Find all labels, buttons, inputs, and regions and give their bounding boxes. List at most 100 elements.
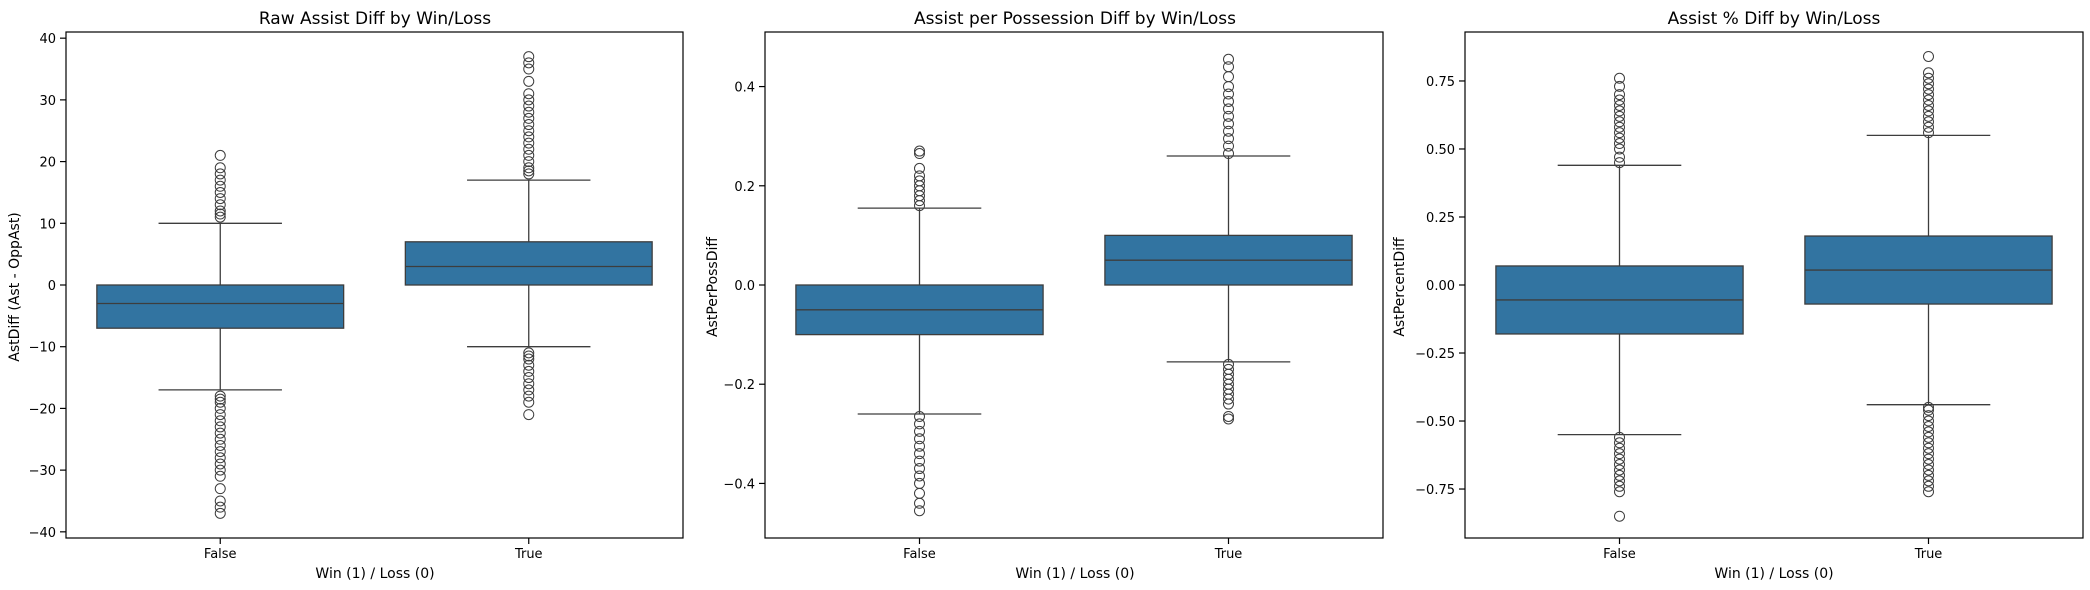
outlier-point <box>214 393 226 405</box>
y-tick-label: 0.0 <box>734 279 755 294</box>
outlier-point <box>523 112 535 124</box>
outlier-point <box>1923 426 1934 438</box>
outlier-point <box>914 455 925 467</box>
outlier-point <box>1923 415 1934 427</box>
outlier-point <box>1614 72 1625 84</box>
outlier-point <box>1614 448 1625 460</box>
outlier-point <box>523 131 535 143</box>
y-tick-label: 0 <box>48 279 56 294</box>
outlier-point <box>523 119 535 131</box>
y-tick-label: −0.50 <box>1415 415 1455 430</box>
outlier-point <box>1923 110 1934 122</box>
outlier-point <box>1923 464 1934 476</box>
outlier-point <box>1223 110 1234 122</box>
outlier-point <box>914 433 925 445</box>
outlier-point <box>523 350 535 362</box>
outlier-point <box>1923 410 1934 422</box>
outlier-point <box>1923 116 1934 128</box>
panel-3-title: Assist % Diff by Win/Loss <box>1668 9 1881 29</box>
y-tick-label: 0.75 <box>1426 75 1455 90</box>
panel-2-ylabel: AstPerPossDiff <box>705 237 721 337</box>
outlier-point <box>1614 469 1625 481</box>
outlier-point <box>1614 138 1625 150</box>
outlier-point <box>523 359 535 371</box>
outlier-point <box>523 57 535 69</box>
y-tick-label: 30 <box>39 94 56 109</box>
plot-frame <box>65 31 684 539</box>
outlier-point <box>214 402 226 414</box>
outlier-point <box>523 143 535 155</box>
y-tick-label: −10 <box>29 341 56 356</box>
x-tick-label: False <box>1603 547 1636 562</box>
outlier-point <box>523 372 535 384</box>
outlier-point <box>214 149 226 161</box>
outlier-point <box>214 168 226 180</box>
box-false <box>96 284 345 329</box>
outlier-point <box>1923 121 1934 133</box>
panel-2-title: Assist per Possession Diff by Win/Loss <box>914 9 1236 29</box>
x-tick-label: True <box>514 547 543 562</box>
plot-frame <box>1464 31 2084 539</box>
outlier-point <box>914 477 925 489</box>
outlier-point <box>914 440 925 452</box>
outlier-point <box>914 145 925 157</box>
panel-3-ylabel: AstPercentDiff <box>1392 237 1408 337</box>
outlier-point <box>1614 110 1625 122</box>
outlier-point <box>914 148 925 160</box>
y-tick-label: 0.2 <box>734 180 755 195</box>
outlier-point <box>523 51 535 63</box>
outlier-point <box>1923 459 1934 471</box>
outlier-point <box>214 433 226 445</box>
y-tick-label: −0.2 <box>723 378 755 393</box>
outlier-point <box>914 463 925 475</box>
outlier-point <box>1614 105 1625 117</box>
outlier-point <box>214 174 226 186</box>
outlier-point <box>1923 453 1934 465</box>
outlier-point <box>914 448 925 460</box>
outlier-point <box>214 205 226 217</box>
outlier-point <box>523 162 535 174</box>
outlier-point <box>1614 89 1625 101</box>
outlier-point <box>1223 133 1234 145</box>
outlier-point <box>1614 442 1625 454</box>
outlier-point <box>523 390 535 402</box>
outlier-point <box>1923 72 1934 84</box>
outlier-point <box>214 199 226 211</box>
outlier-point <box>214 396 226 408</box>
y-tick-label: 0.25 <box>1426 211 1455 226</box>
outlier-point <box>523 347 535 359</box>
outlier-point <box>1614 94 1625 106</box>
outlier-point <box>1223 363 1234 375</box>
panel-3-xlabel: Win (1) / Loss (0) <box>1714 566 1833 582</box>
panel-1-title: Raw Assist Diff by Win/Loss <box>259 9 491 29</box>
outlier-point <box>914 505 925 517</box>
outlier-point <box>214 193 226 205</box>
outlier-point <box>1223 125 1234 137</box>
outlier-point <box>1923 420 1934 432</box>
outlier-point <box>214 507 226 519</box>
outlier-point <box>523 100 535 112</box>
outlier-point <box>1223 140 1234 152</box>
outlier-point <box>1923 83 1934 95</box>
outlier-point <box>214 180 226 192</box>
panel-2-plot: −0.4 −0.2 0.0 0.2 0.4 False True <box>723 31 1384 562</box>
y-tick-label: −0.75 <box>1415 483 1455 498</box>
outlier-point <box>1923 127 1934 139</box>
outlier-point <box>1223 71 1234 83</box>
outlier-point <box>1923 448 1934 460</box>
outlier-point <box>523 75 535 87</box>
outlier-point <box>914 410 925 422</box>
outlier-point <box>914 162 925 174</box>
outlier-point <box>914 175 925 187</box>
outlier-point <box>1223 413 1234 425</box>
outlier-point <box>1923 105 1934 117</box>
outlier-point <box>1923 469 1934 481</box>
outlier-point <box>1614 99 1625 111</box>
outlier-point <box>1614 151 1625 163</box>
outlier-point <box>914 470 925 482</box>
outlier-point <box>214 452 226 464</box>
panel-3-plot: −0.75 −0.50 −0.25 0.00 0.25 0.50 0.75 False True <box>1415 31 2084 562</box>
outlier-point <box>1614 459 1625 471</box>
y-tick-label: 20 <box>39 156 56 171</box>
